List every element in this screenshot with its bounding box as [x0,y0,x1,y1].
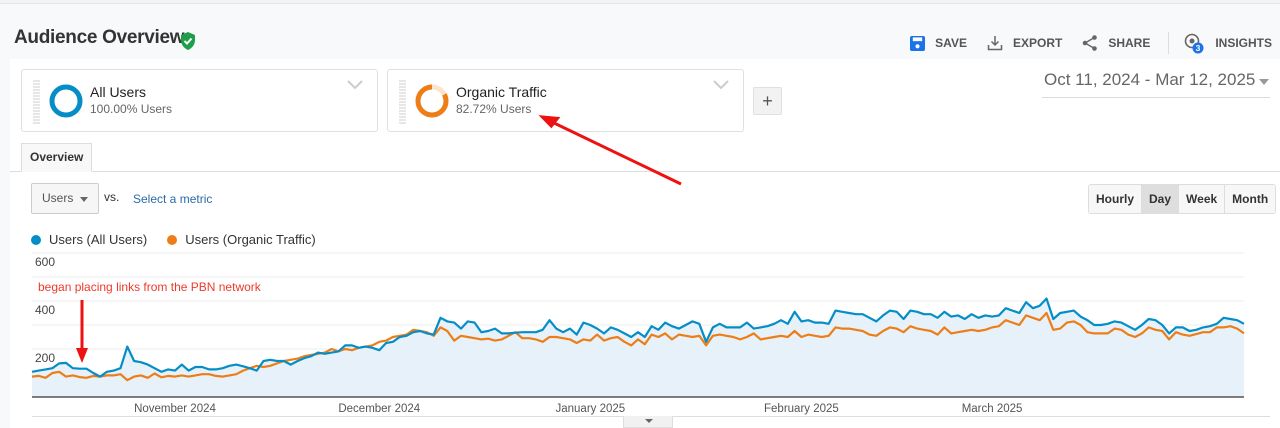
chart-legend: Users (All Users) Users (Organic Traffic… [31,232,336,247]
insights-label: INSIGHTS [1215,36,1272,50]
insights-badge: 3 [1196,43,1201,53]
drag-handle[interactable] [399,80,406,124]
legend-label: Users (Organic Traffic) [185,232,316,247]
legend-item-organic[interactable]: Users (Organic Traffic) [167,232,316,247]
segment-name: All Users [90,84,147,100]
share-label: SHARE [1108,36,1151,50]
metric-dropdown[interactable]: Users [31,183,99,214]
insights-button[interactable]: 3 INSIGHTS [1183,32,1272,54]
toolbar: SAVE EXPORT SHARE 3 [890,32,1272,54]
segment-percent: 82.72% Users [456,102,532,116]
week-button[interactable]: Week [1179,185,1226,213]
tab-bar-line [10,171,1280,172]
caret-down-icon [80,197,88,202]
legend-item-all-users[interactable]: Users (All Users) [31,232,147,247]
legend-dot-icon [167,234,178,245]
save-label: SAVE [935,36,967,50]
insights-icon: 3 [1185,33,1204,54]
page-header: Audience Overview SAVE EXPORT [0,5,1280,59]
drag-handle[interactable] [33,80,40,124]
share-button[interactable]: SHARE [1082,35,1150,51]
top-border [0,0,1280,4]
add-segment-button[interactable]: + [753,87,782,115]
segment-ring-icon [49,84,83,118]
granularity-toggle: Hourly Day Week Month [1088,184,1277,214]
report-panel: All Users 100.00% Users Organic Traffic … [10,59,1280,428]
toolbar-divider [1168,32,1170,54]
select-metric-link[interactable]: Select a metric [133,192,213,206]
annotation-text: began placing links from the PBN network [38,280,261,294]
page-title: Audience Overview [14,27,185,48]
segment-ring-icon [415,84,449,118]
save-button[interactable]: SAVE [910,35,967,51]
chevron-down-icon[interactable] [713,80,729,90]
vs-label: vs. [104,190,120,204]
day-button[interactable]: Day [1142,185,1180,213]
date-range-picker[interactable]: Oct 11, 2024 - Mar 12, 2025 [1044,70,1270,90]
date-range-underline [1042,97,1270,98]
caret-down-icon [1259,78,1270,85]
legend-label: Users (All Users) [49,232,148,247]
caret-down-icon [645,419,653,423]
segment-name: Organic Traffic [456,84,547,100]
export-label: EXPORT [1012,36,1063,50]
segment-percent: 100.00% Users [90,102,173,116]
save-icon [910,35,926,51]
tab-overview[interactable]: Overview [21,143,93,172]
download-icon [987,36,1003,51]
metric-selected: Users [42,191,74,205]
segment-card-organic-traffic[interactable]: Organic Traffic 82.72% Users [387,69,744,132]
chevron-down-icon[interactable] [347,80,363,90]
month-button[interactable]: Month [1225,185,1276,213]
chart-expand-handle[interactable] [623,416,673,428]
legend-dot-icon [31,234,41,245]
share-icon [1083,35,1098,51]
shield-check-icon [181,32,195,50]
date-range-text: Oct 11, 2024 - Mar 12, 2025 [1044,70,1256,89]
segment-card-all-users[interactable]: All Users 100.00% Users [21,69,378,132]
export-button[interactable]: EXPORT [987,35,1062,51]
hourly-button[interactable]: Hourly [1089,185,1143,213]
